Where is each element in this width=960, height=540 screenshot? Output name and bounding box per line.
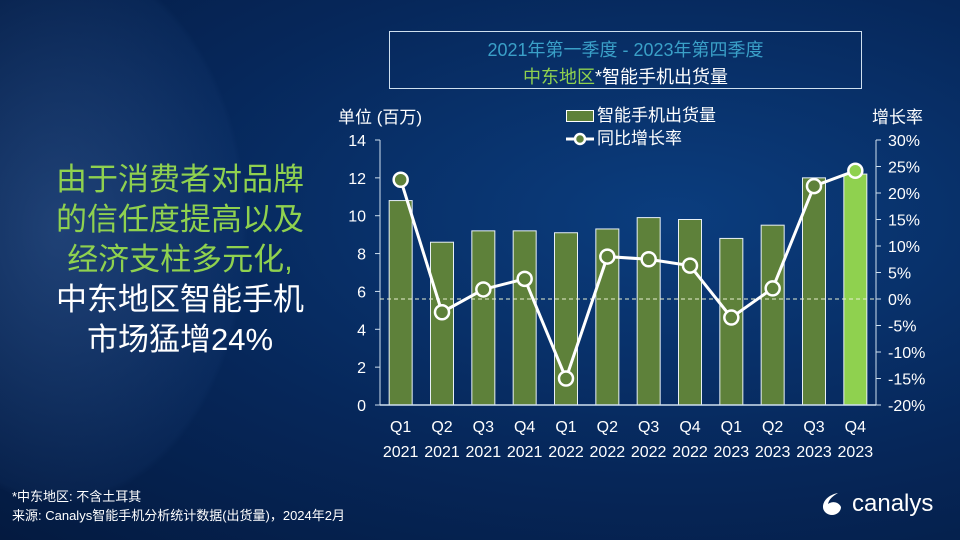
legend: 智能手机出货量 同比增长率 <box>566 104 716 150</box>
y-tick-label: 14 <box>348 133 366 150</box>
x-tick-label-quarter: Q3 <box>638 419 659 436</box>
x-tick-label-year: 2023 <box>838 444 874 461</box>
growth-point <box>723 309 740 326</box>
bar <box>512 230 537 406</box>
x-tick-label-year: 2023 <box>714 444 750 461</box>
y-axis-title: 单位 (百万) <box>338 108 423 127</box>
chart-title-rest: *智能手机出货量 <box>594 67 728 87</box>
bar <box>843 173 868 406</box>
headline-line: 的信任度提高以及 <box>56 202 304 237</box>
growth-point <box>640 251 657 268</box>
bar <box>760 224 785 406</box>
growth-point <box>681 257 699 274</box>
y2-tick-label: 30% <box>888 133 920 150</box>
x-tick-label-year: 2021 <box>424 444 460 461</box>
headline-line: 由于消费者对品牌 <box>56 162 304 197</box>
y2-tick-label: 20% <box>888 186 920 203</box>
y2-tick-label: 0% <box>888 292 911 309</box>
y2-tick-label: -20% <box>888 398 925 415</box>
growth-point <box>516 270 533 288</box>
y2-tick-label: -5% <box>888 319 916 336</box>
legend-line-marker-icon <box>566 132 594 145</box>
x-tick-label-year: 2023 <box>796 444 832 461</box>
footer-source: 来源: Canalys智能手机分析统计数据(出货量)，2024年2月 <box>12 508 345 523</box>
bar <box>802 177 826 406</box>
x-tick-label-year: 2022 <box>590 444 626 461</box>
headline: 由于消费者对品牌 的信任度提高以及 经济支柱多元化, 中东地区智能手机 市场猛增… <box>30 160 330 360</box>
x-tick-label-year: 2022 <box>548 444 584 461</box>
legend-label: 智能手机出货量 <box>597 106 716 125</box>
x-tick-label-year: 2023 <box>755 444 791 461</box>
y2-tick-label: 15% <box>888 213 920 230</box>
x-tick-label-quarter: Q1 <box>721 419 742 436</box>
headline-line: 经济支柱多元化, <box>67 242 293 277</box>
chart-title-box: 2021年第一季度 - 2023年第四季度 中东地区*智能手机出货量 <box>389 31 862 89</box>
y2-tick-label: -15% <box>888 372 925 389</box>
legend-label: 同比增长率 <box>597 129 682 148</box>
footer: *中东地区: 不含土耳其 来源: Canalys智能手机分析统计数据(出货量)，… <box>12 487 345 525</box>
y-tick-label: 8 <box>357 247 366 264</box>
y-tick-label: 4 <box>357 322 366 339</box>
y-tick-label: 2 <box>357 360 366 377</box>
y2-axis-title: 增长率 <box>872 108 923 127</box>
growth-point <box>599 248 616 265</box>
x-tick-label-year: 2021 <box>383 444 419 461</box>
x-tick-label-quarter: Q1 <box>390 419 411 436</box>
legend-bar-swatch <box>566 109 594 122</box>
bar <box>471 230 496 406</box>
growth-point <box>475 281 492 298</box>
legend-item-bar: 智能手机出货量 <box>566 104 716 127</box>
growth-point <box>805 177 823 195</box>
chart-period: 2021年第一季度 - 2023年第四季度 <box>487 40 764 60</box>
y2-tick-label: 10% <box>888 239 920 256</box>
bar <box>636 217 661 406</box>
growth-line <box>399 169 856 383</box>
footer-note: *中东地区: 不含土耳其 <box>12 489 142 504</box>
y2-tick-label: -10% <box>888 345 925 362</box>
growth-point <box>433 304 451 321</box>
y2-tick-label: 5% <box>888 266 911 283</box>
canalys-logo-icon <box>823 493 841 515</box>
x-tick-label-quarter: Q2 <box>597 419 618 436</box>
headline-line: 市场猛增24% <box>86 322 274 357</box>
bar <box>430 241 454 406</box>
x-tick-label-quarter: Q4 <box>514 419 535 436</box>
growth-point <box>764 280 781 297</box>
y-tick-label: 6 <box>357 284 366 301</box>
y-tick-label: 0 <box>357 398 366 415</box>
x-tick-label-quarter: Q2 <box>431 419 452 436</box>
x-tick-label-quarter: Q3 <box>803 419 824 436</box>
bar <box>678 219 702 406</box>
x-tick-label-year: 2022 <box>631 444 667 461</box>
x-tick-label-quarter: Q2 <box>762 419 783 436</box>
y-tick-label: 12 <box>348 171 366 188</box>
x-tick-label-quarter: Q1 <box>555 419 576 436</box>
y2-tick-label: 25% <box>888 160 920 177</box>
y-tick-label: 10 <box>348 209 366 226</box>
canalys-logo: canalys <box>820 490 933 518</box>
growth-point <box>847 162 864 179</box>
x-tick-label-quarter: Q4 <box>845 419 866 436</box>
chart: 0 2 4 6 8 10 12 14 -20% -15% -10% -5% 0% 5% 10% 15% 20% 2… <box>348 133 925 461</box>
growth-point <box>392 171 409 188</box>
headline-line: 中东地区智能手机 <box>56 282 304 317</box>
bar <box>388 200 413 406</box>
legend-item-line: 同比增长率 <box>566 127 716 150</box>
chart-title: 中东地区*智能手机出货量 <box>390 63 861 89</box>
x-tick-label-year: 2021 <box>466 444 502 461</box>
x-tick-label-year: 2022 <box>672 444 708 461</box>
logo-text: canalys <box>852 490 934 517</box>
chart-title-region: 中东地区 <box>522 67 595 87</box>
growth-point <box>557 370 575 387</box>
x-tick-label-year: 2021 <box>507 444 543 461</box>
x-tick-label-quarter: Q4 <box>679 419 700 436</box>
x-tick-label-quarter: Q3 <box>473 419 494 436</box>
